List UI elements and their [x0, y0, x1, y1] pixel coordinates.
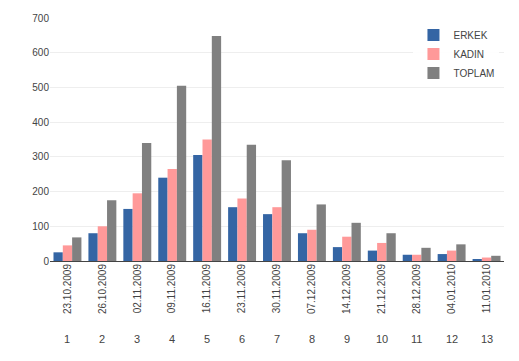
- svg-text:09.11.2009: 09.11.2009: [166, 264, 177, 314]
- svg-text:6: 6: [239, 333, 245, 345]
- svg-text:7: 7: [274, 333, 280, 345]
- svg-text:23.11.2009: 23.11.2009: [236, 264, 247, 314]
- svg-text:04.01.2010: 04.01.2010: [446, 264, 457, 314]
- svg-text:4: 4: [169, 333, 175, 345]
- svg-text:500: 500: [32, 82, 49, 93]
- svg-text:02.11.2009: 02.11.2009: [132, 264, 143, 314]
- svg-text:11: 11: [411, 333, 422, 345]
- svg-text:200: 200: [32, 186, 49, 197]
- svg-text:12: 12: [446, 333, 458, 345]
- svg-text:16.11.2009: 16.11.2009: [201, 264, 212, 314]
- svg-text:700: 700: [32, 13, 49, 24]
- svg-text:5: 5: [204, 333, 210, 345]
- svg-text:300: 300: [32, 151, 49, 162]
- svg-text:400: 400: [32, 117, 49, 128]
- svg-text:100: 100: [32, 221, 49, 232]
- svg-text:600: 600: [32, 47, 49, 58]
- svg-text:11.01.2010: 11.01.2010: [481, 264, 492, 314]
- svg-text:21.12.2009: 21.12.2009: [376, 264, 387, 314]
- svg-text:9: 9: [344, 333, 350, 345]
- svg-text:3: 3: [134, 333, 140, 345]
- svg-text:8: 8: [309, 333, 315, 345]
- svg-text:30.11.2009: 30.11.2009: [271, 264, 282, 314]
- svg-text:28.12.2009: 28.12.2009: [411, 264, 422, 314]
- svg-text:14.12.2009: 14.12.2009: [341, 264, 352, 314]
- svg-text:2: 2: [99, 333, 105, 345]
- svg-text:13: 13: [481, 333, 493, 345]
- svg-text:0: 0: [43, 256, 49, 267]
- svg-text:ERKEK: ERKEK: [453, 30, 487, 41]
- svg-text:TOPLAM: TOPLAM: [453, 68, 494, 79]
- svg-text:26.10.2009: 26.10.2009: [97, 264, 108, 314]
- svg-text:07.12.2009: 07.12.2009: [306, 264, 317, 314]
- svg-text:KADIN: KADIN: [453, 49, 484, 60]
- svg-text:23.10.2009: 23.10.2009: [62, 264, 73, 314]
- svg-text:10: 10: [376, 333, 388, 345]
- svg-text:1: 1: [64, 333, 70, 345]
